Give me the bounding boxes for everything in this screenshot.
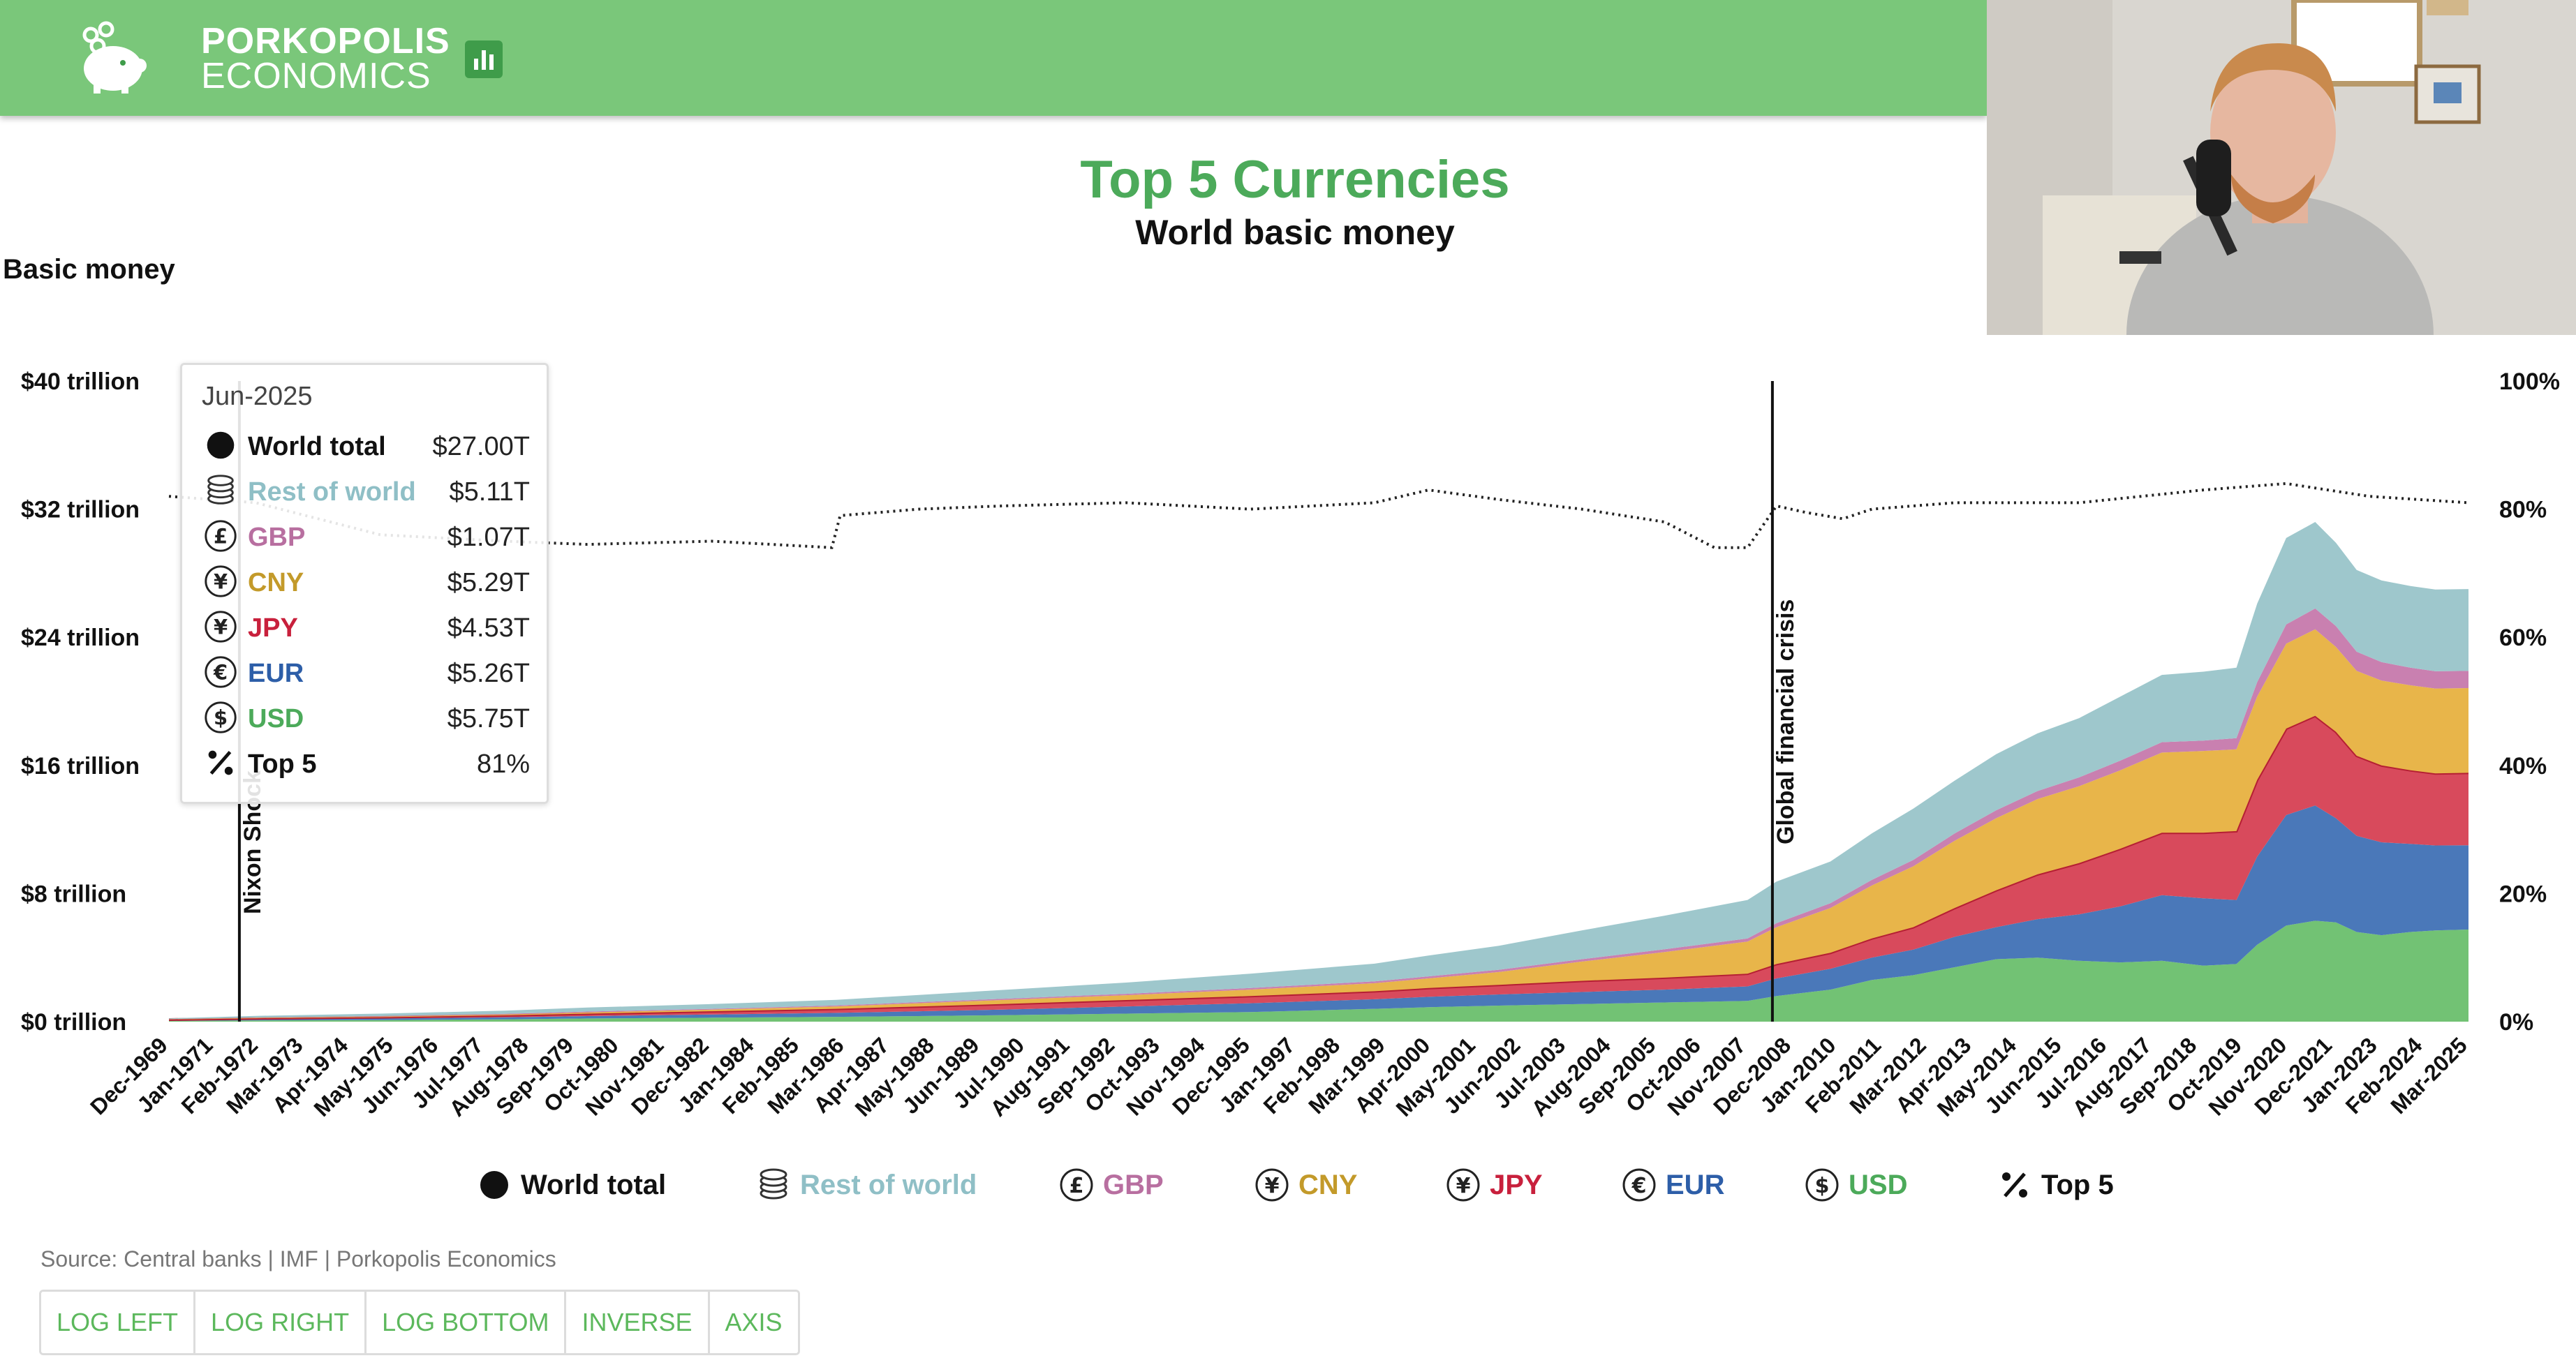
tooltip-series-value: $4.53T bbox=[447, 613, 530, 643]
source-note: Source: Central banks | IMF | Porkopolis… bbox=[40, 1246, 556, 1271]
legend-label: EUR bbox=[1666, 1170, 1725, 1200]
yuan-icon: ¥ bbox=[1255, 1168, 1289, 1202]
coins-icon bbox=[760, 1168, 787, 1200]
y-axis-label: Basic money bbox=[3, 254, 175, 285]
area-eur[interactable] bbox=[169, 805, 2468, 1021]
percent-icon bbox=[2002, 1172, 2027, 1198]
tooltip-row: $ USD $5.75T bbox=[202, 699, 530, 736]
area-rest-of-world[interactable] bbox=[169, 522, 2468, 1020]
tooltip-series-value: $5.75T bbox=[447, 704, 530, 733]
legend-label: USD bbox=[1849, 1170, 1908, 1200]
brand-line-2: ECONOMICS bbox=[201, 56, 431, 96]
legend-label: CNY bbox=[1298, 1170, 1358, 1200]
svg-text:¥: ¥ bbox=[214, 616, 228, 639]
dot-icon bbox=[207, 431, 235, 459]
presenter-webcam-overlay bbox=[1987, 0, 2576, 335]
tooltip-series-name: World total bbox=[248, 432, 386, 461]
axis-button[interactable]: AXIS bbox=[709, 1292, 798, 1353]
tooltip-series-value: $27.00T bbox=[432, 432, 530, 461]
tooltip-series-value: $5.26T bbox=[447, 659, 530, 688]
chart-title: Top 5 Currencies bbox=[1080, 150, 1510, 209]
y2-tick-label: 100% bbox=[2499, 368, 2560, 395]
y-tick-label: $24 trillion bbox=[21, 625, 140, 651]
legend-label: World total bbox=[521, 1170, 667, 1200]
header-bar: PORKOPOLIS ECONOMICS bbox=[0, 0, 1987, 116]
y2-tick-label: 20% bbox=[2499, 881, 2547, 907]
area-usd[interactable] bbox=[169, 920, 2468, 1022]
y-tick-label: $0 trillion bbox=[21, 1009, 126, 1036]
svg-text:£: £ bbox=[1069, 1174, 1084, 1198]
percent-icon bbox=[208, 750, 233, 775]
bar-chart-menu-button[interactable] bbox=[465, 40, 503, 78]
tooltip-series-name: Top 5 bbox=[248, 749, 317, 779]
svg-text:$: $ bbox=[1815, 1174, 1830, 1198]
coins-icon bbox=[207, 475, 234, 505]
tooltip-series-value: $1.07T bbox=[447, 523, 530, 552]
top5-share-line[interactable] bbox=[168, 482, 2469, 549]
y2-tick-label: 60% bbox=[2499, 625, 2547, 651]
log-bottom-button[interactable]: LOG BOTTOM bbox=[367, 1292, 567, 1353]
log-left-button[interactable]: LOG LEFT bbox=[41, 1292, 196, 1353]
legend-label: GBP bbox=[1103, 1170, 1164, 1200]
tooltip-series-name: Rest of world bbox=[248, 477, 416, 507]
tooltip-series-name: JPY bbox=[248, 613, 298, 643]
y2-tick-label: 80% bbox=[2499, 497, 2547, 523]
euro-icon: € bbox=[205, 656, 237, 688]
svg-text:£: £ bbox=[214, 525, 228, 549]
yen-icon: ¥ bbox=[1446, 1168, 1480, 1202]
legend-label: Top 5 bbox=[2041, 1170, 2114, 1200]
chart-subtitle: World basic money bbox=[1135, 213, 1455, 252]
svg-text:¥: ¥ bbox=[1456, 1174, 1471, 1198]
log-right-button[interactable]: LOG RIGHT bbox=[195, 1292, 367, 1353]
tooltip-series-value: 81% bbox=[476, 749, 530, 779]
brand-name[interactable]: PORKOPOLIS ECONOMICS bbox=[201, 21, 450, 96]
pound-icon: £ bbox=[1060, 1168, 1093, 1202]
tooltip-row: ¥ JPY $4.53T bbox=[202, 608, 530, 646]
axis-controls: LOG LEFT LOG RIGHT LOG BOTTOM INVERSE AX… bbox=[39, 1290, 800, 1355]
tooltip-row: € EUR $5.26T bbox=[202, 653, 530, 691]
svg-text:¥: ¥ bbox=[1265, 1174, 1280, 1198]
bar-chart-icon bbox=[474, 50, 494, 70]
event-label: Global financial crisis bbox=[1772, 599, 1799, 844]
dollar-icon: $ bbox=[205, 701, 237, 733]
tooltip-row: £ GBP $1.07T bbox=[202, 517, 530, 555]
svg-text:€: € bbox=[1631, 1174, 1647, 1198]
stacked-area-chart[interactable]: Nixon Shock Global financial crisis $0 tr… bbox=[0, 0, 2576, 1186]
y-tick-label: $40 trillion bbox=[21, 368, 140, 395]
area-cny[interactable] bbox=[169, 629, 2468, 1020]
yen-icon: ¥ bbox=[205, 611, 237, 643]
tooltip-series-name: USD bbox=[248, 704, 304, 733]
tooltip-row: World total $27.00T bbox=[202, 426, 530, 464]
euro-icon: € bbox=[1622, 1168, 1656, 1202]
tooltip-series-name: CNY bbox=[248, 568, 304, 597]
svg-text:€: € bbox=[213, 661, 228, 685]
brand-line-1: PORKOPOLIS bbox=[201, 21, 450, 61]
tooltip-row: Top 5 81% bbox=[202, 744, 530, 782]
legend-label: Rest of world bbox=[800, 1170, 977, 1200]
y-tick-label: $16 trillion bbox=[21, 753, 140, 780]
yuan-icon: ¥ bbox=[205, 565, 237, 597]
y-tick-label: $8 trillion bbox=[21, 881, 126, 907]
area-jpy[interactable] bbox=[169, 715, 2468, 1020]
chart-tooltip: Jun-2025 World total $27.00T Rest of world… bbox=[180, 363, 549, 804]
dollar-icon: $ bbox=[1805, 1168, 1839, 1202]
pound-icon: £ bbox=[205, 520, 237, 552]
tooltip-series-name: EUR bbox=[248, 659, 304, 688]
dot-icon bbox=[480, 1171, 508, 1199]
tooltip-series-value: $5.11T bbox=[449, 477, 530, 507]
svg-text:$: $ bbox=[214, 706, 228, 730]
tooltip-row: ¥ CNY $5.29T bbox=[202, 562, 530, 600]
pig-logo-icon[interactable] bbox=[70, 20, 148, 98]
tooltip-series-name: GBP bbox=[248, 523, 306, 552]
inverse-button[interactable]: INVERSE bbox=[566, 1292, 710, 1353]
y2-tick-label: 40% bbox=[2499, 753, 2547, 780]
tooltip-date: Jun-2025 bbox=[202, 382, 313, 411]
svg-text:¥: ¥ bbox=[214, 570, 228, 594]
y-tick-label: $32 trillion bbox=[21, 497, 140, 523]
tooltip-series-value: $5.29T bbox=[447, 568, 530, 597]
tooltip-row: Rest of world $5.11T bbox=[202, 472, 530, 509]
legend-label: JPY bbox=[1490, 1170, 1543, 1200]
y2-tick-label: 0% bbox=[2499, 1009, 2533, 1036]
